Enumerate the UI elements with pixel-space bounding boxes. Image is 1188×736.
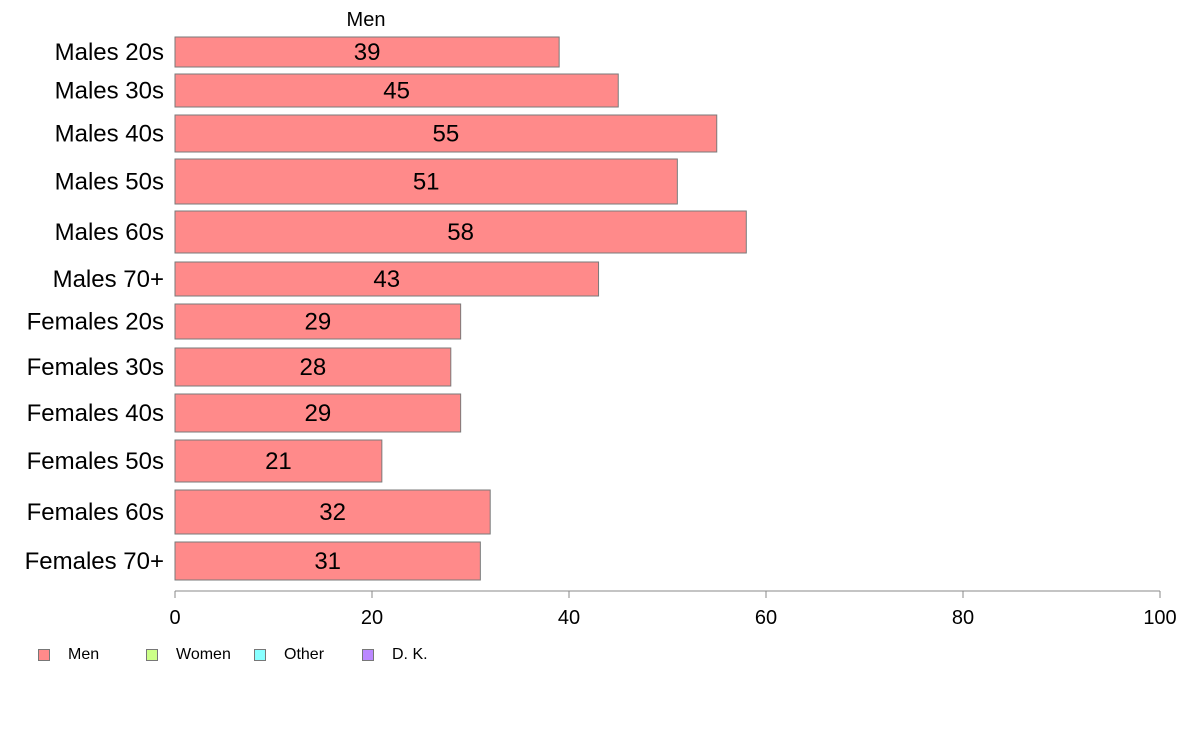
legend-swatch — [38, 649, 50, 661]
legend-item-other: Other — [254, 646, 362, 664]
legend-item-men: Men — [38, 646, 146, 664]
category-label: Males 50s — [55, 169, 164, 196]
x-tick-label: 20 — [361, 607, 383, 629]
bar-value-label: 21 — [265, 448, 292, 475]
bar — [174, 36, 560, 68]
bar — [174, 347, 452, 387]
bar-value-label: 29 — [304, 309, 331, 336]
legend-label: Women — [176, 646, 231, 663]
bar — [174, 114, 718, 153]
category-label: Females 20s — [27, 309, 164, 336]
bar — [174, 541, 481, 581]
bar — [174, 73, 619, 108]
x-tick-label: 100 — [1143, 607, 1176, 629]
bar — [174, 489, 491, 535]
legend-label: Men — [68, 646, 100, 663]
bar-value-label: 31 — [314, 548, 341, 575]
bar-value-label: 29 — [304, 400, 331, 427]
bar-value-label: 45 — [383, 78, 410, 105]
category-label: Males 60s — [55, 219, 164, 246]
x-tick-label: 0 — [169, 607, 180, 629]
legend-swatch — [362, 649, 374, 661]
category-label: Males 70+ — [53, 266, 164, 293]
bar-value-label: 58 — [447, 219, 474, 246]
bar-value-label: 43 — [373, 266, 400, 293]
category-label: Females 30s — [27, 354, 164, 381]
bar — [174, 303, 462, 340]
category-label: Females 50s — [27, 448, 164, 475]
bar — [174, 158, 678, 205]
bar — [174, 439, 383, 483]
category-label: Females 40s — [27, 400, 164, 427]
bar-value-label: 51 — [413, 169, 440, 196]
legend-swatch — [254, 649, 266, 661]
bar-value-label: 32 — [319, 499, 346, 526]
bar-value-label: 55 — [433, 121, 460, 148]
legend-label: D. K. — [392, 646, 428, 663]
bar-value-label: 39 — [354, 39, 381, 66]
x-tick-label: 80 — [952, 607, 974, 629]
bars-layer: Males 20s 39 Males 30s 45 Males 40s 55 Males 5… — [25, 36, 747, 581]
bar-value-label: 28 — [300, 354, 327, 381]
bar — [174, 210, 747, 254]
legend-item-women: Women — [146, 646, 254, 664]
category-label: Males 30s — [55, 78, 164, 105]
legend: Men Women Other D. K. — [38, 646, 470, 664]
bar — [174, 261, 600, 297]
legend-swatch — [146, 649, 158, 661]
x-axis: 0 20 40 60 80 100 — [169, 590, 1177, 629]
chart-series-title: Men — [347, 9, 386, 31]
bar — [174, 393, 462, 433]
legend-label: Other — [284, 646, 325, 663]
legend-item-dk: D. K. — [362, 646, 470, 664]
category-label: Females 70+ — [25, 548, 164, 575]
category-label: Males 20s — [55, 39, 164, 66]
x-tick-label: 40 — [558, 607, 580, 629]
x-tick-label: 60 — [755, 607, 777, 629]
category-label: Females 60s — [27, 499, 164, 526]
category-label: Males 40s — [55, 121, 164, 148]
